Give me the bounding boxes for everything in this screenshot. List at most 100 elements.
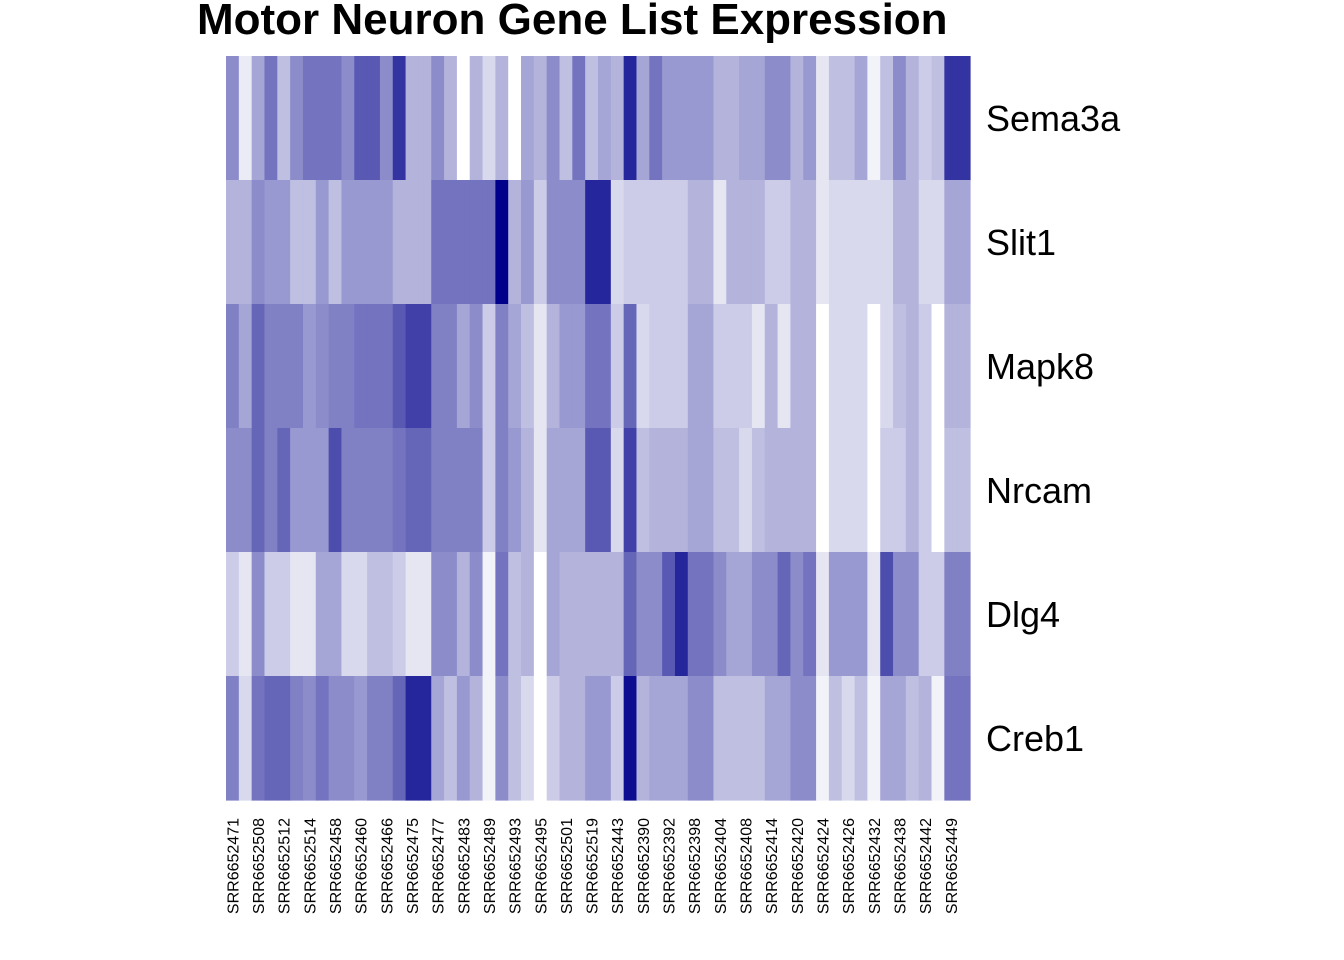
heatmap-cell xyxy=(828,304,843,429)
heatmap-cell xyxy=(623,304,638,429)
heatmap-cell xyxy=(456,428,471,553)
heatmap-cell xyxy=(623,676,638,801)
heatmap-cell xyxy=(238,552,253,677)
heatmap-cell xyxy=(251,180,266,305)
heatmap-cell xyxy=(777,428,792,553)
heatmap-cell xyxy=(816,428,830,553)
heatmap-cell xyxy=(726,552,740,677)
heatmap-cell xyxy=(751,428,766,553)
heatmap-cell xyxy=(841,304,856,429)
heatmap-cell xyxy=(290,676,304,801)
heatmap-cell xyxy=(341,676,355,801)
heatmap-cell xyxy=(854,304,868,429)
heatmap-cell xyxy=(726,180,740,305)
heatmap-cell xyxy=(367,56,381,181)
heatmap-cell xyxy=(867,676,881,801)
heatmap-cell xyxy=(238,56,253,181)
heatmap-cell xyxy=(456,552,471,677)
heatmap-cell xyxy=(636,304,650,429)
heatmap-cell xyxy=(546,676,561,801)
heatmap-cell xyxy=(764,56,779,181)
heatmap-cell xyxy=(828,428,843,553)
heatmap-cell xyxy=(700,304,715,429)
heatmap-cell xyxy=(944,180,958,305)
heatmap-cell xyxy=(674,180,689,305)
heatmap-cell xyxy=(598,552,612,677)
column-label: SRR6652466 xyxy=(379,818,396,914)
heatmap-cell xyxy=(623,180,638,305)
heatmap-cell xyxy=(264,56,278,181)
heatmap-cell xyxy=(931,304,945,429)
heatmap-cell xyxy=(508,428,522,553)
heatmap-cell xyxy=(444,428,458,553)
heatmap-cell xyxy=(726,428,740,553)
heatmap-cell xyxy=(816,552,830,677)
heatmap-cell xyxy=(559,552,573,677)
heatmap-cell xyxy=(674,676,689,801)
heatmap-cell xyxy=(238,428,253,553)
heatmap-cell xyxy=(559,56,573,181)
heatmap-cell xyxy=(598,676,612,801)
heatmap-cell xyxy=(508,676,522,801)
heatmap-cell xyxy=(905,676,920,801)
heatmap-cell xyxy=(418,428,432,553)
heatmap-cell xyxy=(893,428,907,553)
heatmap-cell xyxy=(944,676,958,801)
heatmap-cell xyxy=(226,304,240,429)
heatmap-cell xyxy=(905,428,920,553)
heatmap-cell xyxy=(264,180,278,305)
heatmap-cell xyxy=(521,56,535,181)
heatmap-cell xyxy=(816,676,830,801)
column-label: SRR6652392 xyxy=(662,818,679,914)
heatmap-cell xyxy=(354,56,368,181)
heatmap-cell xyxy=(636,552,650,677)
heatmap-cell xyxy=(354,676,368,801)
heatmap-cell xyxy=(315,304,330,429)
heatmap-cell xyxy=(649,552,663,677)
heatmap-cell xyxy=(328,180,343,305)
heatmap-cell xyxy=(302,428,317,553)
heatmap-cell xyxy=(713,552,727,677)
heatmap-cell xyxy=(572,304,586,429)
column-label: SRR6652460 xyxy=(354,818,371,914)
heatmap-cell xyxy=(341,180,355,305)
heatmap-cell xyxy=(957,304,971,429)
heatmap-cell xyxy=(880,56,894,181)
column-label: SRR6652404 xyxy=(713,818,730,914)
chart-title: Motor Neuron Gene List Expression xyxy=(197,0,948,44)
heatmap-cell xyxy=(841,56,856,181)
heatmap-cell xyxy=(482,180,496,305)
row-label: Sema3a xyxy=(986,98,1121,139)
heatmap-cell xyxy=(315,552,330,677)
heatmap-cell xyxy=(559,676,573,801)
heatmap-cell xyxy=(854,180,868,305)
heatmap-cell xyxy=(418,676,432,801)
heatmap-cell xyxy=(585,428,599,553)
heatmap-cell xyxy=(559,428,573,553)
heatmap-cell xyxy=(559,304,573,429)
column-label: SRR6652449 xyxy=(944,818,961,914)
heatmap-cell xyxy=(251,428,266,553)
heatmap-cell xyxy=(277,552,291,677)
heatmap-cell xyxy=(662,304,676,429)
heatmap-cell xyxy=(905,552,920,677)
column-label: SRR6652390 xyxy=(636,818,653,914)
heatmap-cell xyxy=(739,304,753,429)
heatmap-cell xyxy=(277,428,291,553)
column-label: SRR6652501 xyxy=(559,818,576,914)
heatmap-cell xyxy=(264,552,278,677)
heatmap-cell xyxy=(957,56,971,181)
heatmap-cell xyxy=(931,552,945,677)
heatmap-cell xyxy=(456,180,471,305)
heatmap-cell xyxy=(444,552,458,677)
heatmap-cell xyxy=(521,552,535,677)
heatmap-cell xyxy=(508,180,522,305)
heatmap-cell xyxy=(456,56,471,181)
heatmap-cell xyxy=(726,676,740,801)
heatmap-cell xyxy=(533,676,548,801)
heatmap-cell xyxy=(610,304,625,429)
heatmap-cell xyxy=(777,676,792,801)
heatmap-cell xyxy=(803,676,817,801)
heatmap-cell xyxy=(905,180,920,305)
column-label: SRR6652483 xyxy=(456,818,473,914)
